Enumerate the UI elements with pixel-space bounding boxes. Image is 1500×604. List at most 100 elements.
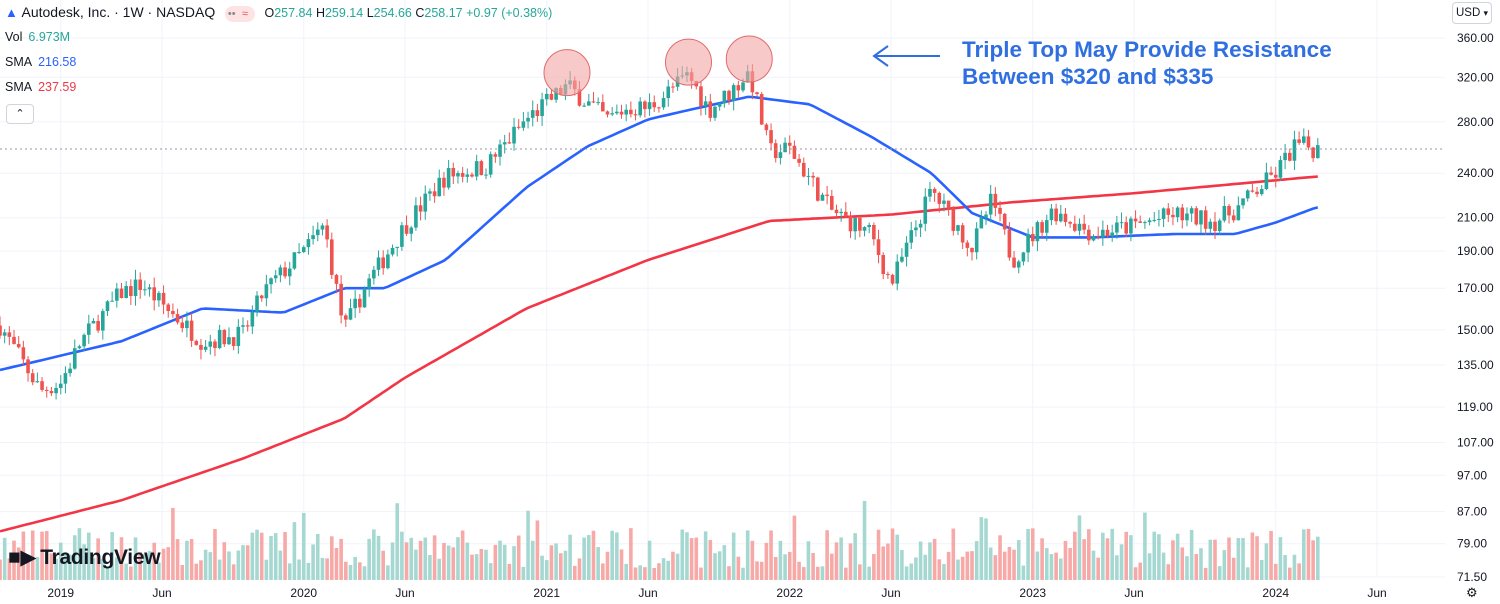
volume-bar	[848, 543, 853, 580]
candle-body	[129, 286, 133, 296]
candle-body	[446, 168, 451, 188]
candles	[0, 64, 1320, 400]
annotation-text: Triple Top May Provide Resistance Betwee…	[962, 36, 1332, 90]
volume-bar	[12, 540, 16, 580]
volume-bar	[1044, 548, 1049, 580]
settings-gear-icon[interactable]: ⚙	[1466, 585, 1478, 600]
candle-body	[86, 323, 91, 335]
candle-body	[984, 214, 988, 218]
volume-bar	[904, 566, 909, 580]
candle-body	[671, 86, 675, 88]
candle-body	[465, 174, 470, 177]
volume-bar	[58, 542, 63, 580]
candle-body	[334, 274, 339, 284]
currency-selector[interactable]: USD ▾	[1452, 2, 1492, 24]
candle-body	[708, 101, 713, 118]
volume-bar	[736, 556, 741, 580]
volume-bar	[44, 531, 49, 580]
candle-body	[367, 278, 371, 289]
candle-body	[199, 344, 203, 350]
volume-bar	[474, 554, 479, 580]
candle-body	[460, 173, 465, 177]
candle-body	[208, 341, 213, 347]
candle-body	[49, 390, 54, 394]
volume-bar	[1292, 554, 1297, 580]
tradingview-logo[interactable]: ■▶ TradingView	[8, 546, 161, 569]
volume-bar	[1026, 528, 1030, 580]
candle-body	[1049, 208, 1054, 221]
volume-bar	[862, 500, 867, 580]
volume-bar	[1245, 567, 1250, 580]
candle-body	[638, 101, 643, 116]
volume-bar	[1147, 553, 1152, 580]
candle-body	[530, 110, 535, 118]
volume-bar	[301, 512, 306, 580]
candle-body	[250, 311, 255, 327]
volume-bar	[1157, 534, 1161, 580]
volume-bar	[1068, 548, 1072, 580]
candle-body	[858, 217, 862, 231]
volume-bar	[806, 541, 811, 580]
approx-icon: ≈	[241, 7, 248, 20]
volume-bar	[479, 548, 484, 580]
candle-body	[231, 337, 236, 347]
candle-body	[301, 247, 306, 253]
candle-body	[1301, 136, 1306, 143]
volume-bar	[942, 564, 946, 580]
legend-sma-200[interactable]: SMA 237.59	[5, 80, 77, 94]
volume-bar	[1297, 563, 1301, 580]
symbol-title[interactable]: Autodesk, Inc. · 1W · NASDAQ	[21, 4, 216, 20]
volume-bar	[423, 537, 428, 580]
candle-body	[119, 288, 124, 299]
candle-body	[1306, 136, 1311, 148]
volume-bar	[460, 530, 465, 580]
volume-bar	[1007, 546, 1012, 580]
legend-volume[interactable]: Vol 6.973M	[5, 30, 71, 44]
candle-body	[979, 217, 984, 229]
candle-body	[166, 304, 171, 312]
volume-bar	[535, 520, 540, 580]
candle-body	[428, 191, 432, 194]
volume-bar	[605, 551, 610, 580]
volume-bar	[1016, 540, 1021, 580]
candle-body	[624, 109, 628, 115]
volume-bar	[727, 566, 731, 580]
volume-bar	[325, 558, 329, 580]
candle-body	[297, 252, 301, 254]
candle-body	[395, 246, 400, 248]
volume-bar	[334, 547, 339, 580]
volume-bar	[633, 567, 638, 580]
candle-body	[923, 196, 928, 224]
volume-bar	[783, 554, 787, 580]
candle-body	[124, 286, 128, 299]
volume-bar	[970, 551, 974, 580]
volume-bar	[283, 532, 287, 580]
volume-bar	[264, 559, 269, 580]
volume-bar	[577, 558, 582, 580]
time-tick-label: Jun	[152, 586, 171, 600]
candle-body	[82, 334, 86, 347]
volume-bar	[1002, 551, 1007, 580]
volume-bar	[1180, 547, 1185, 580]
candle-body	[329, 239, 334, 275]
candle-body	[507, 142, 512, 144]
compare-toggle[interactable]: •• ≈	[224, 5, 255, 22]
candle-body	[1287, 152, 1292, 161]
volume-bar	[680, 529, 685, 580]
legend-sma-50[interactable]: SMA 216.58	[5, 55, 77, 69]
candle-body	[484, 174, 488, 176]
volume-bar	[199, 560, 203, 580]
candle-body	[273, 275, 278, 279]
candle-body	[960, 225, 965, 243]
symbol-arrow-icon[interactable]: ▲	[5, 5, 18, 20]
volume-bar	[666, 560, 671, 580]
collapse-legend-button[interactable]: ⌃	[6, 104, 34, 124]
volume-bar	[801, 567, 806, 580]
volume-bar	[175, 539, 180, 580]
volume-bar	[0, 559, 2, 580]
candle-body	[993, 193, 998, 208]
candle-body	[661, 98, 666, 108]
volume-bar	[1278, 537, 1283, 580]
candle-body	[1161, 208, 1166, 219]
